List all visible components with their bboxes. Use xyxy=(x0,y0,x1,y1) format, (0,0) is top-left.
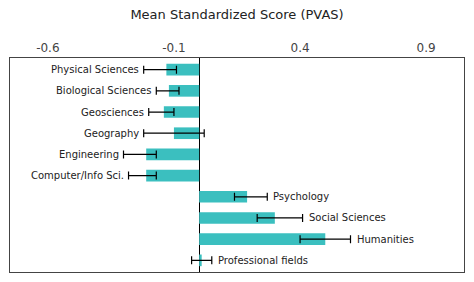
svg-text:-0.6: -0.6 xyxy=(36,41,59,55)
svg-text:Psychology: Psychology xyxy=(273,191,329,202)
svg-text:Humanities: Humanities xyxy=(357,234,414,245)
svg-text:Professional fields: Professional fields xyxy=(218,255,308,266)
svg-text:0.4: 0.4 xyxy=(291,41,310,55)
svg-text:Computer/Info Sci.: Computer/Info Sci. xyxy=(31,170,124,181)
svg-text:Physical Sciences: Physical Sciences xyxy=(51,64,139,75)
svg-text:-0.1: -0.1 xyxy=(162,41,185,55)
svg-text:Geography: Geography xyxy=(84,128,139,139)
svg-text:Engineering: Engineering xyxy=(59,149,119,160)
svg-text:Biological Sciences: Biological Sciences xyxy=(56,85,151,96)
svg-text:Geosciences: Geosciences xyxy=(81,107,144,118)
svg-text:Social Sciences: Social Sciences xyxy=(309,212,386,223)
svg-text:0.9: 0.9 xyxy=(417,41,436,55)
svg-text:Mean Standardized Score (PVAS): Mean Standardized Score (PVAS) xyxy=(130,7,343,22)
